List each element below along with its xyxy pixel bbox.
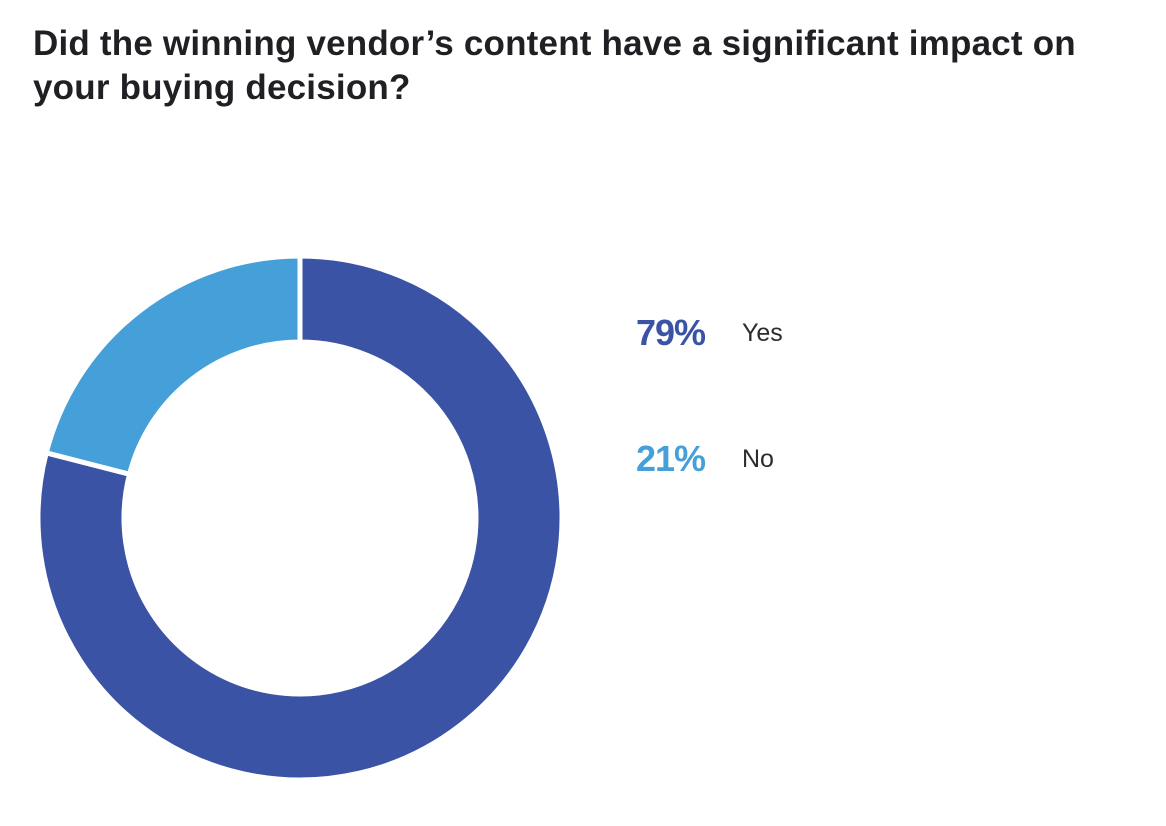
legend-value-yes: 79% bbox=[636, 312, 706, 353]
donut-slice-yes bbox=[35, 253, 565, 783]
donut-chart bbox=[35, 253, 565, 783]
legend: 79% Yes 21% No bbox=[636, 306, 783, 558]
legend-item-yes: 79% Yes bbox=[636, 306, 783, 360]
legend-item-no: 21% No bbox=[636, 432, 783, 486]
donut-slices bbox=[35, 253, 565, 783]
donut-slice-no bbox=[43, 253, 303, 478]
legend-label-yes: Yes bbox=[742, 318, 783, 347]
legend-label-no: No bbox=[742, 444, 774, 473]
chart-title: Did the winning vendor’s content have a … bbox=[33, 24, 1076, 107]
legend-value-no: 21% bbox=[636, 438, 706, 479]
